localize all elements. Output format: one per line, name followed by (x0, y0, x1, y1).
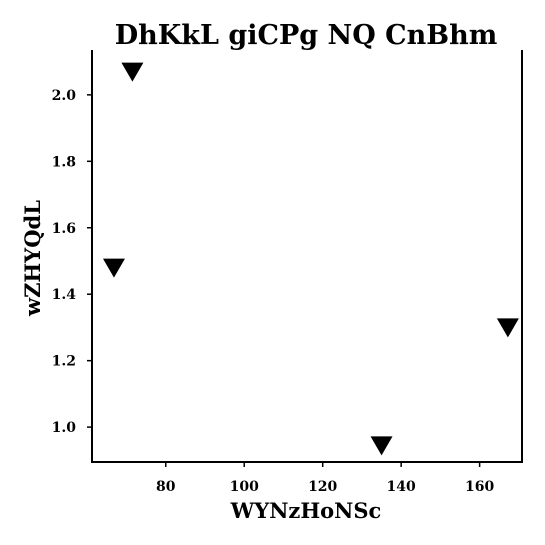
y-axis-label: wZHYQdL (20, 200, 45, 317)
data-point-triangle (102, 258, 125, 278)
chart-title: DhKkL giCPg NQ CnBhm (115, 20, 498, 51)
x-tick-label: 100 (230, 479, 259, 495)
x-tick-label: 160 (465, 479, 494, 495)
y-ticks: 1.0 1.2 1.4 1.6 1.8 2.0 (52, 88, 92, 436)
y-tick-label: 1.4 (52, 287, 77, 303)
y-tick-label: 1.2 (52, 354, 76, 370)
axes-frame (91, 50, 523, 463)
x-tick-label: 140 (387, 479, 416, 495)
data-point-triangle (496, 318, 519, 338)
y-tick-label: 1.8 (52, 154, 76, 170)
x-tick-label: 80 (156, 479, 176, 495)
data-point-triangle (370, 436, 393, 456)
x-tick-label: 120 (308, 479, 337, 495)
y-tick-label: 1.0 (52, 420, 77, 436)
data-point-triangle (121, 62, 144, 82)
y-tick-label: 1.6 (52, 221, 76, 237)
data-points (102, 62, 519, 456)
x-ticks: 80 100 120 140 160 (156, 462, 494, 495)
plot-area: 80 100 120 140 160 1.0 1.2 1.4 1.6 1.8 2.0 (52, 50, 523, 495)
y-tick-label: 2.0 (52, 88, 77, 104)
x-axis-label: WYNzHoNSc (230, 498, 382, 523)
